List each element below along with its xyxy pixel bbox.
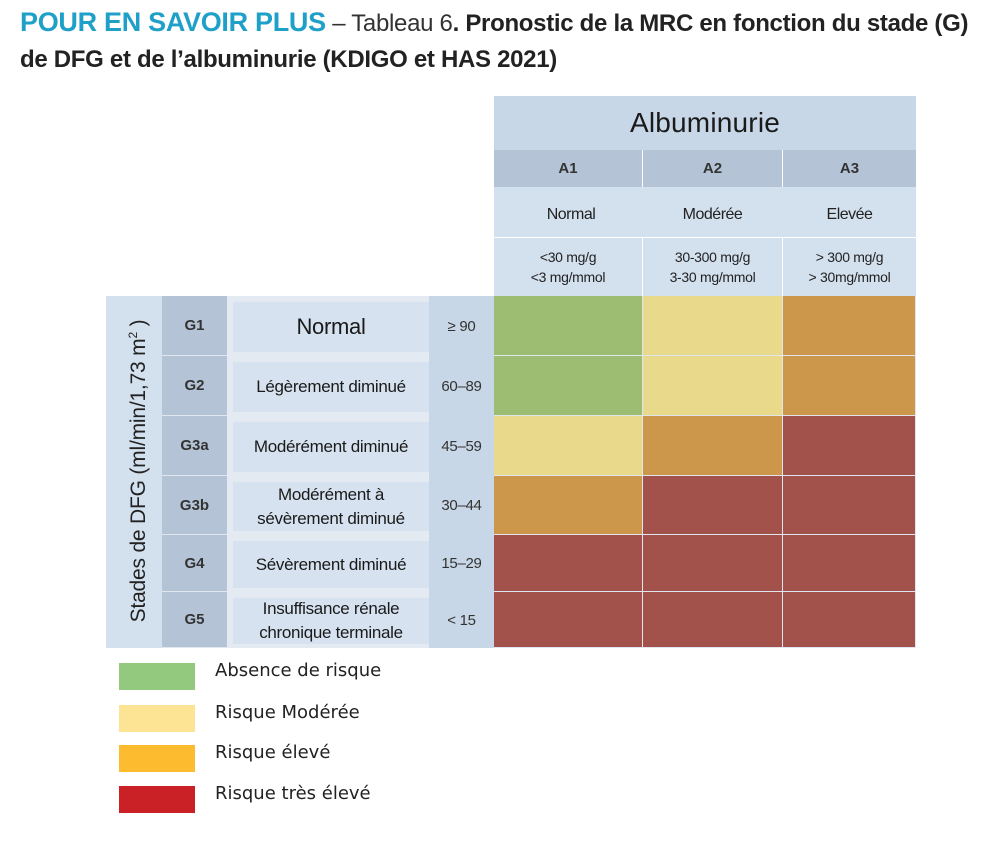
gfr-row-label: Insuffisance rénale chronique terminale bbox=[233, 598, 429, 644]
risk-cell-very-high bbox=[643, 592, 783, 648]
risk-cell-moderate bbox=[643, 356, 783, 416]
column-label: Modérée bbox=[682, 206, 743, 223]
gfr-axis-label-sup: 2 bbox=[126, 332, 140, 339]
gfr-range: < 15 bbox=[447, 611, 476, 629]
gfr-row-code: G4 bbox=[162, 535, 227, 592]
legend-swatch bbox=[119, 705, 195, 732]
column-label-a1: Normal bbox=[500, 196, 642, 234]
risk-cell-very-high bbox=[783, 416, 916, 476]
title-separator: – Tableau 6 bbox=[325, 10, 453, 37]
risk-cell-very-high bbox=[783, 592, 916, 648]
gfr-label-line2: chronique terminale bbox=[259, 623, 403, 642]
column-range-a1: <30 mg/g <3 mg/mmol bbox=[494, 238, 642, 296]
column-range-line2: <3 mg/mmol bbox=[530, 269, 606, 285]
column-range-a2: 30-300 mg/g 3-30 mg/mmol bbox=[643, 238, 782, 296]
gfr-code: G4 bbox=[184, 554, 205, 572]
gfr-code: G3b bbox=[179, 496, 210, 514]
gfr-row-label: Normal bbox=[233, 302, 429, 352]
gfr-label-line1: Normal bbox=[296, 314, 366, 339]
column-code-a1: A1 bbox=[494, 150, 642, 187]
gfr-row-code: G3a bbox=[162, 416, 227, 476]
legend-swatch bbox=[119, 786, 195, 813]
risk-cell-high bbox=[643, 416, 783, 476]
gfr-row-range: ≥ 90 bbox=[429, 296, 494, 356]
risk-cell-very-high bbox=[783, 535, 916, 592]
gfr-row-range: 45–59 bbox=[429, 416, 494, 476]
legend-swatch bbox=[119, 745, 195, 772]
risk-cell-very-high bbox=[643, 535, 783, 592]
column-label-a3: Elevée bbox=[783, 196, 916, 234]
gfr-label-line1: Sévèrement diminué bbox=[255, 554, 407, 574]
legend-label: Risque élevé bbox=[215, 742, 331, 763]
legend-label: Absence de risque bbox=[215, 660, 382, 681]
gfr-row-code: G3b bbox=[162, 476, 227, 535]
gfr-label-line2: sévèrement diminué bbox=[257, 508, 405, 528]
gfr-row-range: 60–89 bbox=[429, 356, 494, 416]
gfr-row-label: Sévèrement diminué bbox=[233, 541, 429, 588]
gfr-range: 30–44 bbox=[441, 497, 482, 514]
gfr-label-line1: Insuffisance rénale bbox=[262, 599, 400, 618]
gfr-row-label: Modérément diminué bbox=[233, 422, 429, 472]
risk-cell-high bbox=[494, 476, 643, 535]
risk-cell-very-high bbox=[643, 476, 783, 535]
column-label: Elevée bbox=[826, 206, 873, 223]
column-range-line1: <30 mg/g bbox=[539, 249, 597, 265]
column-code: A3 bbox=[839, 160, 860, 177]
gfr-row-label: Modérément à sévèrement diminué bbox=[233, 482, 429, 531]
gfr-axis-label: Stades de DFG (ml/min/1,73 m2 ) bbox=[118, 296, 150, 646]
column-label-a2: Modérée bbox=[643, 196, 782, 234]
gfr-range: 60–89 bbox=[441, 377, 482, 395]
gfr-code: G5 bbox=[184, 611, 205, 628]
albuminuria-header: Albuminurie bbox=[494, 96, 916, 150]
gfr-row-code: G2 bbox=[162, 356, 227, 416]
gfr-row-range: 30–44 bbox=[429, 476, 494, 535]
gfr-code: G1 bbox=[184, 317, 205, 334]
column-label: Normal bbox=[546, 206, 596, 223]
gfr-range: ≥ 90 bbox=[447, 317, 476, 335]
risk-cell-low bbox=[494, 356, 643, 416]
column-code-a3: A3 bbox=[783, 150, 916, 187]
gfr-row-range: < 15 bbox=[429, 592, 494, 648]
legend-swatch bbox=[119, 663, 195, 690]
gfr-label-column bbox=[227, 296, 429, 648]
gfr-row-code: G5 bbox=[162, 592, 227, 648]
column-range-line1: 30-300 mg/g bbox=[674, 249, 751, 265]
risk-cell-high bbox=[783, 296, 916, 356]
legend-label: Risque très élevé bbox=[215, 783, 371, 804]
risk-cell-low bbox=[494, 296, 643, 356]
gfr-row-code: G1 bbox=[162, 296, 227, 356]
gfr-code: G2 bbox=[184, 377, 205, 394]
gfr-axis-column bbox=[106, 296, 162, 648]
column-code-a2: A2 bbox=[643, 150, 782, 187]
gfr-label-line1: Modérément à bbox=[277, 484, 384, 504]
risk-cell-very-high bbox=[494, 535, 643, 592]
gfr-code-column bbox=[162, 296, 227, 648]
gfr-code: G3a bbox=[180, 437, 209, 454]
legend-label: Risque Modérée bbox=[215, 702, 360, 723]
risk-cell-very-high bbox=[783, 476, 916, 535]
column-code: A2 bbox=[702, 160, 723, 177]
risk-cell-very-high bbox=[494, 592, 643, 648]
gfr-range: 15–29 bbox=[441, 555, 482, 572]
page-title: POUR EN SAVOIR PLUS – Tableau 6. Pronost… bbox=[20, 4, 985, 78]
gfr-axis-label-end: ) bbox=[127, 319, 150, 333]
gfr-range-column bbox=[429, 296, 494, 648]
gfr-range: 45–59 bbox=[441, 437, 482, 455]
column-range-line2: > 30mg/mmol bbox=[808, 269, 891, 285]
column-range-a3: > 300 mg/g > 30mg/mmol bbox=[783, 238, 916, 296]
title-text: . Pronostic de la MRC en fonction du sta… bbox=[20, 10, 969, 73]
gfr-label-line1: Légèrement diminué bbox=[256, 377, 406, 396]
risk-cell-moderate bbox=[643, 296, 783, 356]
gfr-row-label: Légèrement diminué bbox=[233, 362, 429, 412]
title-prefix: POUR EN SAVOIR PLUS bbox=[20, 7, 326, 37]
column-range-line1: > 300 mg/g bbox=[815, 249, 884, 265]
column-code: A1 bbox=[558, 160, 578, 177]
column-range-line2: 3-30 mg/mmol bbox=[669, 269, 756, 285]
albuminuria-header-label: Albuminurie bbox=[629, 107, 781, 138]
risk-cell-moderate bbox=[494, 416, 643, 476]
gfr-label-line1: Modérément diminué bbox=[253, 437, 409, 456]
risk-cell-high bbox=[783, 356, 916, 416]
gfr-axis-label-main: Stades de DFG (ml/min/1,73 m bbox=[127, 338, 150, 623]
gfr-row-range: 15–29 bbox=[429, 535, 494, 592]
